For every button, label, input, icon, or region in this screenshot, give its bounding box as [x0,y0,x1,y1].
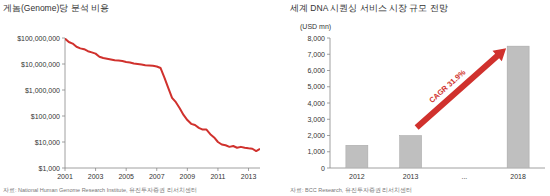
y-tick-label: $10,000 [35,139,60,146]
marks [65,39,260,151]
y-tick [327,135,330,136]
x-tick [248,168,249,171]
y-tick [327,103,330,104]
x-tick-label: 2011 [210,173,225,180]
y-tick-label: $100,000,000 [17,35,60,42]
x-tick [217,168,218,171]
x-tick-label: 2013 [403,173,419,180]
y-tick-label: 4,000 [307,100,325,107]
x-tick [187,168,188,171]
x-tick-label: 2007 [149,173,165,180]
y-tick-label: $100,000 [31,113,60,120]
y-tick-label: 1,000 [307,148,325,155]
y-tick-label: $10,000,000 [21,61,60,68]
y-tick [62,90,65,91]
x-tick [126,168,127,171]
figure: 게놈(Genome)당 분석 비용 $1,000 $10,000 $100,000 $1… [0,0,550,196]
y-tick [327,168,330,169]
y-tick-label: 6,000 [307,67,325,74]
cagr-arrow [412,43,511,133]
y-tick-label: $1,000 [39,165,61,172]
bar [507,46,529,168]
x-tick-label: 2018 [510,173,526,180]
x-tick-label: 2005 [118,173,134,180]
x-axis [65,168,260,169]
y-axis-label: (USD mn) [300,23,331,31]
y-tick-label: 0 [321,165,325,172]
y-tick [62,116,65,117]
y-tick [327,54,330,55]
y-tick-label: 5,000 [307,83,325,90]
cagr-arrow-group: CAGR 31.9% [407,37,511,133]
x-tick-label: 2003 [88,173,104,180]
cost-line [65,39,260,151]
y-tick [327,151,330,152]
source: 자료: National Human Genome Research Insti… [3,187,197,193]
x-tick-label: 2009 [180,173,196,180]
y-tick [327,70,330,71]
genome-cost-chart: 게놈(Genome)당 분석 비용 $1,000 $10,000 $100,000 $1… [3,3,260,193]
y-tick-label: 7,000 [307,51,325,58]
y-tick-label: 8,000 [307,35,325,42]
y-tick [327,38,330,39]
y-tick-label: 3,000 [307,116,325,123]
y-tick [327,119,330,120]
chart-title: 세계 DNA 시퀀싱 서비스 시장 규모 전망 [290,3,448,13]
x-tick-label: ... [461,173,467,180]
y-tick-label: $1,000,000 [25,87,60,94]
source: 자료: BCC Research, 유진투자증권 리서치센터 [290,187,412,193]
x-tick-label: 2001 [57,173,73,180]
x-tick-label: 2012 [349,173,365,180]
x-tick [156,168,157,171]
y-tick-label: 2,000 [307,132,325,139]
y-tick [62,64,65,65]
dna-market-chart: 세계 DNA 시퀀싱 서비스 시장 규모 전망 (USD mn) 0 1,000 2,0… [290,3,545,193]
bar [400,136,422,169]
y-axis [65,38,66,168]
x-tick [65,168,66,171]
x-tick [95,168,96,171]
chart-title: 게놈(Genome)당 분석 비용 [3,3,109,13]
bar [346,145,368,168]
y-tick [327,86,330,87]
y-tick [62,168,65,169]
y-tick [62,38,65,39]
annotation: CAGR 31.9% [427,68,467,105]
y-tick [62,142,65,143]
x-tick-label: 2013 [241,173,257,180]
y-axis [330,38,331,168]
